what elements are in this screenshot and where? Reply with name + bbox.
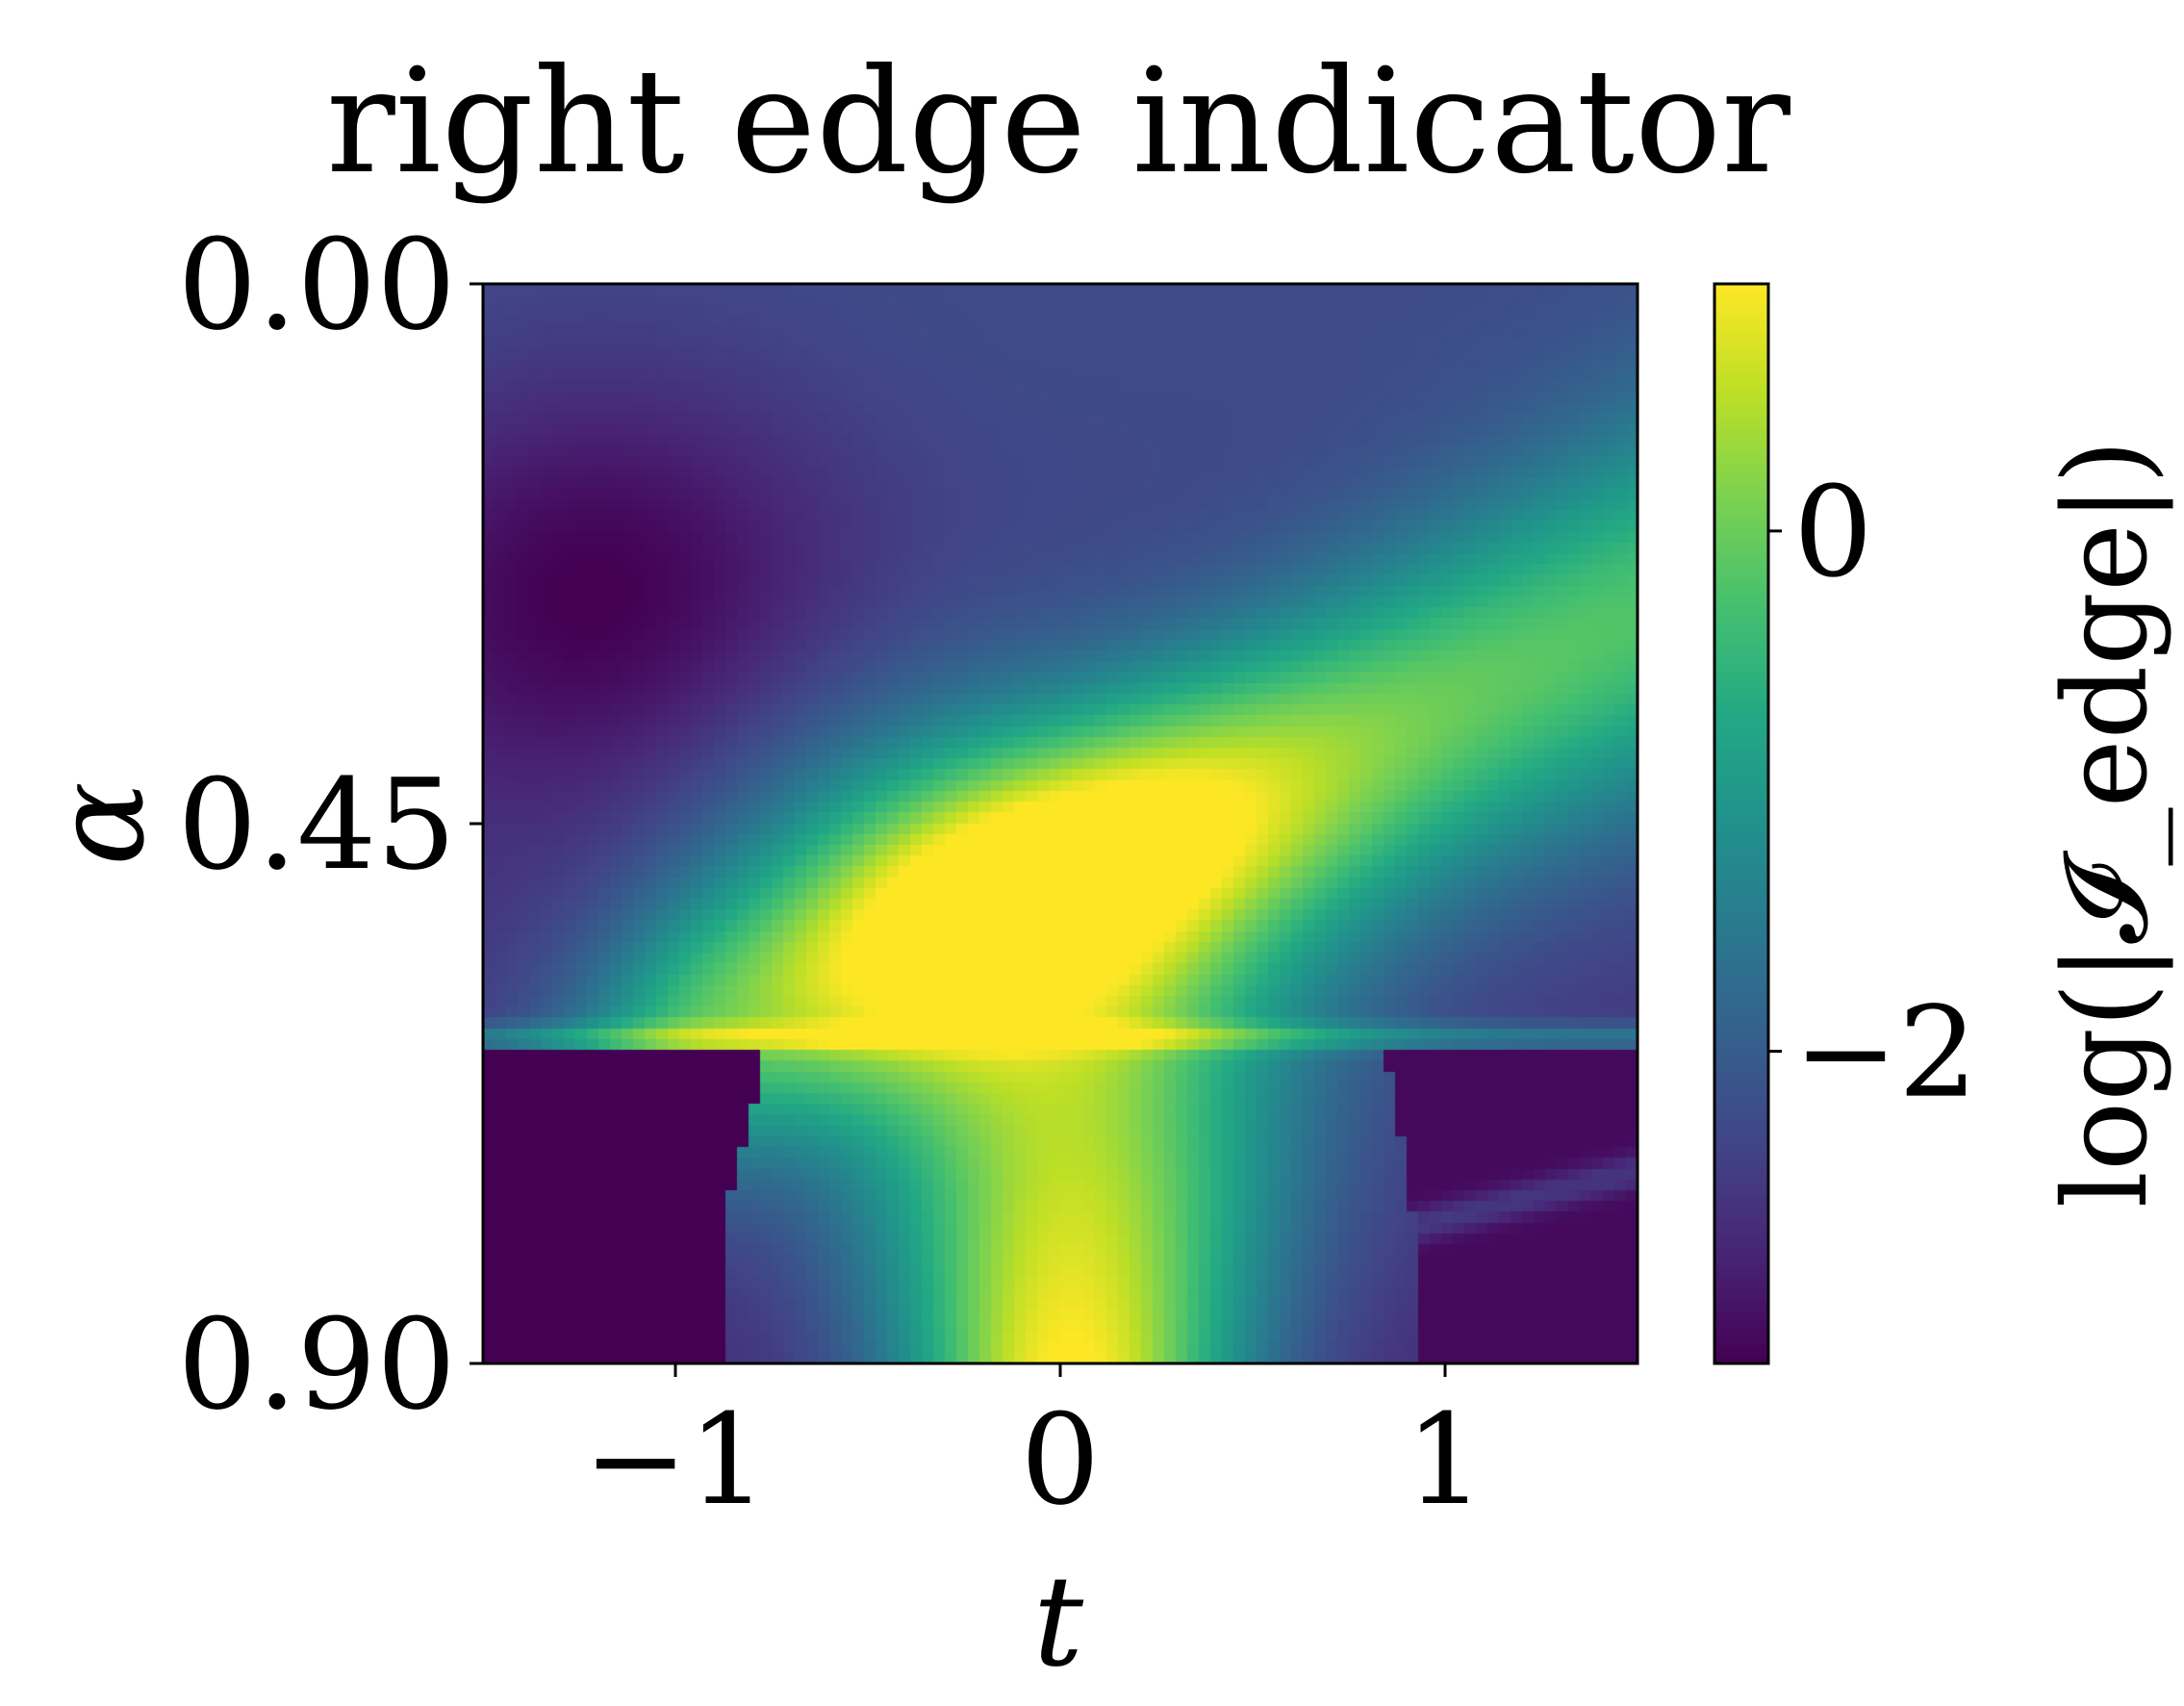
heatmap-canvas [483,284,1638,1363]
colorbar-frame [1713,282,1770,1365]
x-tick-label: 0 [1021,1387,1101,1533]
heatmap-area [481,282,1639,1365]
colorbar-label: log(|𝓘_edge|) [2040,440,2173,1209]
chart-title: right edge indicator [326,38,1790,206]
y-tick-label: 0.00 [178,212,456,358]
colorbar-tick-label: −2 [1793,980,1978,1126]
colorbar [1713,282,1770,1365]
y-tick-label: 0.90 [178,1291,456,1438]
y-tick-label: 0.45 [178,751,456,898]
colorbar-tick-label: 0 [1793,459,1873,605]
y-axis-label: α [26,781,172,866]
colorbar-canvas [1714,284,1768,1363]
x-tick-label: 1 [1406,1387,1486,1533]
x-tick-label: −1 [583,1387,768,1533]
x-axis-label: t [1033,1548,1084,1694]
ticks-layer: −1 0 1 0.00 0.45 0.90 0 −2 [178,212,1978,1533]
